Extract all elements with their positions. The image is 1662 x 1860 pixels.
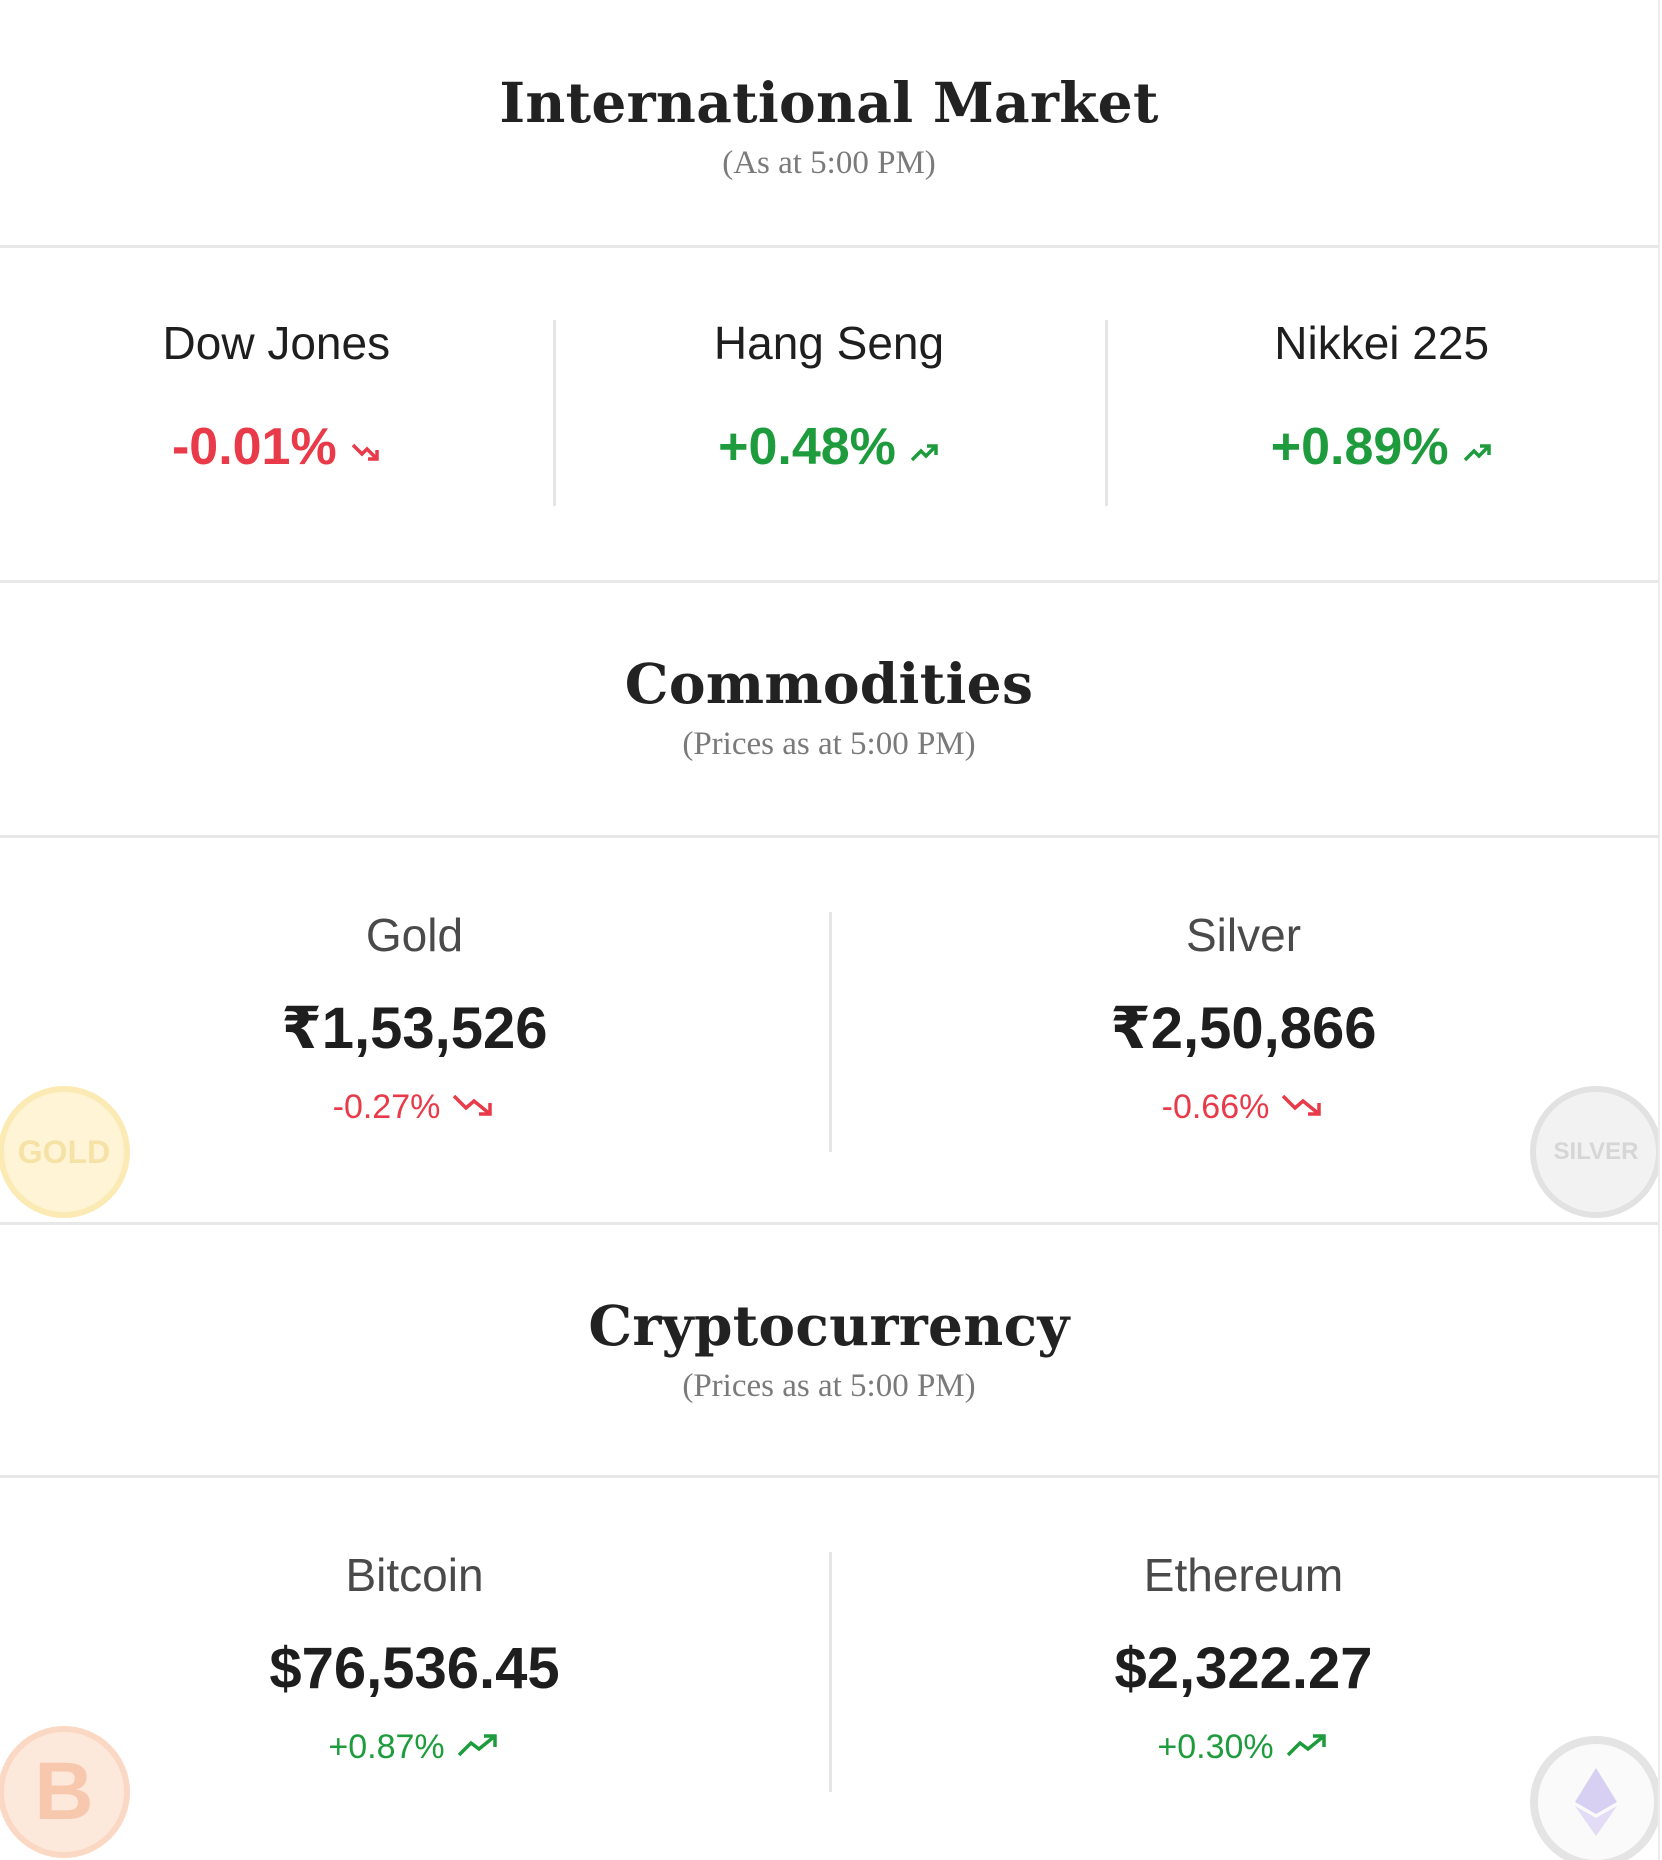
ethereum-coin-icon bbox=[1530, 1736, 1658, 1860]
index-nikkei-225[interactable]: Nikkei 225 +0.89% bbox=[1105, 248, 1658, 506]
divider bbox=[0, 245, 1658, 248]
crypto-header: Cryptocurrency (Prices as at 5:00 PM) bbox=[0, 1225, 1658, 1475]
crypto-subtitle: (Prices as at 5:00 PM) bbox=[682, 1368, 976, 1404]
commodity-gold[interactable]: Gold ₹1,53,526 -0.27% bbox=[0, 838, 829, 1152]
international-subtitle: (As at 5:00 PM) bbox=[722, 145, 936, 181]
index-change: +0.89% bbox=[1271, 421, 1493, 473]
trending-up-icon bbox=[1463, 421, 1493, 473]
silver-coin-icon: SILVER bbox=[1530, 1086, 1658, 1218]
index-change-value: -0.01% bbox=[171, 418, 337, 476]
crypto-bitcoin[interactable]: Bitcoin $76,536.45 +0.87% bbox=[0, 1478, 829, 1792]
commodities-title: Commodities bbox=[624, 651, 1034, 716]
international-title: International Market bbox=[499, 70, 1159, 135]
divider bbox=[0, 1475, 1658, 1478]
indices-row: Dow Jones -0.01% Hang Seng +0.48% Nikkei… bbox=[0, 248, 1658, 580]
commodity-price: ₹2,50,866 bbox=[1110, 996, 1377, 1061]
gold-coin-icon: GOLD bbox=[0, 1086, 130, 1218]
index-name: Dow Jones bbox=[162, 317, 391, 369]
commodity-name: Gold bbox=[365, 909, 464, 961]
silver-coin-label: SILVER bbox=[1553, 1138, 1639, 1165]
international-header: International Market (As at 5:00 PM) bbox=[0, 0, 1658, 245]
index-change: +0.48% bbox=[718, 421, 940, 473]
crypto-change-value: +0.87% bbox=[328, 1728, 445, 1766]
index-dow-jones[interactable]: Dow Jones -0.01% bbox=[0, 248, 553, 506]
index-change: -0.01% bbox=[172, 421, 381, 473]
trending-down-icon bbox=[452, 1090, 496, 1124]
commodity-change: -0.66% bbox=[1162, 1090, 1326, 1124]
divider bbox=[0, 580, 1658, 583]
crypto-change: +0.87% bbox=[328, 1730, 500, 1764]
crypto-ethereum[interactable]: Ethereum $2,322.27 +0.30% bbox=[829, 1478, 1658, 1792]
trending-up-icon bbox=[910, 421, 940, 473]
divider bbox=[0, 835, 1658, 838]
index-hang-seng[interactable]: Hang Seng +0.48% bbox=[552, 248, 1106, 506]
commodities-subtitle: (Prices as at 5:00 PM) bbox=[682, 726, 976, 762]
commodity-change-value: -0.66% bbox=[1161, 1088, 1270, 1126]
commodities-row: Gold ₹1,53,526 -0.27% Silver ₹2,50,866 -… bbox=[0, 838, 1658, 1222]
trending-down-icon bbox=[351, 421, 381, 473]
crypto-title: Cryptocurrency bbox=[588, 1293, 1070, 1358]
index-name: Hang Seng bbox=[713, 317, 945, 369]
bitcoin-coin-label: B bbox=[34, 1746, 94, 1837]
bitcoin-coin-icon: B bbox=[0, 1726, 130, 1858]
index-change-value: +0.89% bbox=[1270, 418, 1449, 476]
gold-coin-label: GOLD bbox=[17, 1133, 111, 1170]
commodity-change-value: -0.27% bbox=[332, 1088, 441, 1126]
crypto-name: Bitcoin bbox=[345, 1549, 484, 1601]
index-name: Nikkei 225 bbox=[1274, 317, 1490, 369]
index-change-value: +0.48% bbox=[718, 418, 896, 476]
crypto-price: $2,322.27 bbox=[1114, 1636, 1373, 1701]
commodity-silver[interactable]: Silver ₹2,50,866 -0.66% bbox=[829, 838, 1658, 1152]
divider bbox=[0, 1222, 1658, 1225]
trending-up-icon bbox=[457, 1730, 501, 1764]
commodities-header: Commodities (Prices as at 5:00 PM) bbox=[0, 583, 1658, 835]
commodity-name: Silver bbox=[1185, 909, 1302, 961]
crypto-change-value: +0.30% bbox=[1157, 1728, 1274, 1766]
ethereum-diamond-icon bbox=[1575, 1768, 1617, 1836]
commodity-change: -0.27% bbox=[333, 1090, 497, 1124]
trending-down-icon bbox=[1281, 1090, 1325, 1124]
crypto-row: Bitcoin $76,536.45 +0.87% Ethereum $2,32… bbox=[0, 1478, 1658, 1858]
crypto-name: Ethereum bbox=[1143, 1549, 1344, 1601]
trending-up-icon bbox=[1286, 1730, 1330, 1764]
crypto-price: $76,536.45 bbox=[269, 1636, 560, 1701]
commodity-price: ₹1,53,526 bbox=[281, 996, 548, 1061]
crypto-change: +0.30% bbox=[1157, 1730, 1329, 1764]
